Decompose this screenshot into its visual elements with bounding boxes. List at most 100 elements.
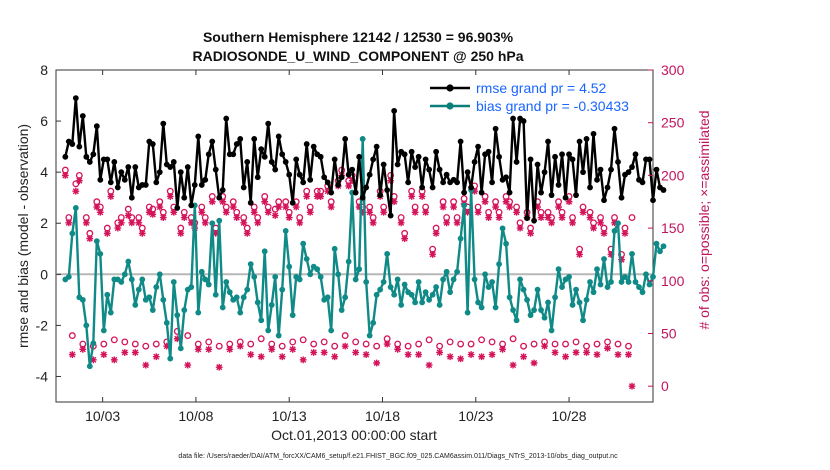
obs-assimilated-point <box>138 229 146 237</box>
obs-possible-point <box>425 336 433 344</box>
y-axis-left-tick-labels: -4 -2 0 2 4 6 8 <box>36 62 49 384</box>
obs-assimilated-point <box>173 335 181 343</box>
obs-assimilated-point <box>65 219 73 227</box>
rmse-point <box>506 189 513 196</box>
bias-point <box>440 276 447 283</box>
obs-assimilated-point <box>604 344 611 352</box>
obs-possible-point <box>310 340 318 348</box>
bias-point <box>324 294 331 301</box>
bias-point <box>79 296 86 303</box>
obs-assimilated-point <box>226 345 234 353</box>
obs-assimilated-point <box>135 219 143 227</box>
rmse-point <box>300 179 307 186</box>
bias-point <box>265 327 272 334</box>
obs-assimilated-point <box>625 351 632 358</box>
rmse-point <box>268 159 275 165</box>
rmse-point <box>387 212 394 219</box>
obs-assimilated-point <box>415 351 423 358</box>
rmse-point <box>555 182 562 188</box>
rmse-point <box>296 171 303 178</box>
obs-assimilated-point <box>194 345 202 353</box>
bias-point <box>216 217 223 224</box>
obs-assimilated-point <box>177 229 185 237</box>
obs-assimilated-point <box>184 361 192 369</box>
obs-assimilated-point <box>96 208 104 216</box>
obs-assimilated-point <box>159 214 167 221</box>
bias-point <box>181 307 188 313</box>
obs-possible-point <box>362 340 370 348</box>
y-right-tick-label: 50 <box>661 325 677 341</box>
rmse-point <box>576 138 583 145</box>
obs-assimilated-point <box>418 193 426 200</box>
rmse-point <box>569 156 576 163</box>
bias-point <box>625 279 632 285</box>
bias-point <box>408 291 415 298</box>
y-left-tick-label: 6 <box>40 113 48 129</box>
obs-assimilated-point <box>457 355 465 363</box>
obs-assimilated-point <box>341 342 349 350</box>
bias-point <box>590 289 597 296</box>
obs-assimilated-point <box>131 349 139 356</box>
obs-assimilated-point <box>79 345 87 353</box>
rmse-point <box>377 192 384 199</box>
bias-point <box>132 302 139 308</box>
y-right-tick-label: 300 <box>661 62 685 78</box>
obs-assimilated-point <box>243 229 251 237</box>
rmse-point <box>650 197 656 204</box>
bias-point <box>163 319 170 326</box>
obs-assimilated-point <box>446 353 454 361</box>
rmse-point <box>485 148 492 155</box>
rmse-point <box>531 217 537 224</box>
bias-point <box>352 276 359 283</box>
rmse-point <box>118 169 125 176</box>
rmse-point <box>618 194 625 201</box>
obs-assimilated-point <box>520 353 527 361</box>
obs-assimilated-point <box>495 214 503 221</box>
bias-point <box>139 276 146 283</box>
rmse-point <box>128 194 135 201</box>
rmse-point <box>279 151 286 158</box>
obs-assimilated-point <box>250 208 258 216</box>
bias-point <box>573 286 579 293</box>
obs-assimilated-point <box>572 349 580 356</box>
obs-assimilated-point <box>485 214 492 221</box>
obs-assimilated-point <box>156 203 164 211</box>
obs-assimilated-point <box>331 353 339 361</box>
rmse-point <box>321 174 328 181</box>
bias-point <box>594 266 600 273</box>
bias-point <box>282 227 289 234</box>
obs-assimilated-point <box>180 214 188 221</box>
rmse-point <box>202 176 209 183</box>
bias-point <box>240 294 247 301</box>
obs-possible-point <box>278 342 286 350</box>
obs-assimilated-point <box>569 219 576 227</box>
rmse-point <box>356 153 363 160</box>
obs-assimilated-point <box>551 349 559 356</box>
bias-point <box>118 279 125 285</box>
obs-assimilated-point <box>271 212 279 219</box>
rmse-series <box>62 95 667 224</box>
rmse-point <box>492 125 499 132</box>
obs-assimilated-point <box>541 342 548 350</box>
rmse-point <box>625 169 632 176</box>
obs-possible-point <box>520 342 528 350</box>
bias-point <box>296 276 303 283</box>
rmse-point <box>324 179 331 186</box>
obs-assimilated-point <box>236 342 244 350</box>
bias-point <box>436 302 443 308</box>
rmse-point <box>338 174 345 181</box>
rmse-point <box>286 171 293 178</box>
obs-assimilated-point <box>467 351 475 358</box>
rmse-point <box>191 182 198 188</box>
obs-assimilated-point <box>222 208 230 216</box>
obs-assimilated-point <box>530 359 538 367</box>
obs-assimilated-point <box>128 219 136 227</box>
bias-point <box>121 271 128 278</box>
rmse-point <box>167 164 174 170</box>
rmse-point <box>342 136 349 142</box>
bias-point <box>314 266 321 273</box>
rmse-point <box>244 159 251 165</box>
rmse-point <box>177 169 184 176</box>
rmse-point <box>604 184 611 191</box>
plot-area <box>55 69 667 403</box>
